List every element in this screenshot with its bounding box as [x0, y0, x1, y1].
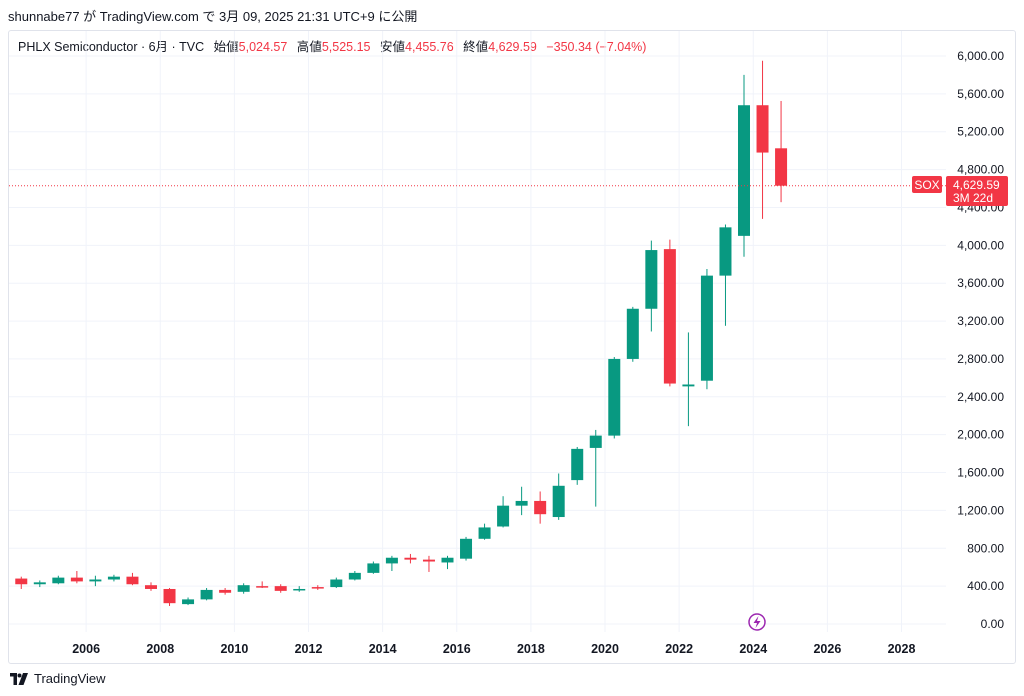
candle-body[interactable] [775, 148, 788, 186]
price-tag [946, 176, 1008, 206]
tradingview-logo-icon [10, 672, 28, 685]
chart-frame [8, 30, 1016, 664]
candle-body[interactable] [385, 557, 398, 564]
candle-body[interactable] [348, 572, 361, 580]
symbol-tag-text: SOX [914, 178, 939, 192]
candle-body[interactable] [256, 586, 269, 588]
grid-lines [9, 31, 946, 632]
candle-body[interactable] [663, 249, 676, 384]
y-tick-label: 2,000.00 [957, 428, 1004, 442]
candle-body[interactable] [163, 588, 176, 604]
candle-body[interactable] [515, 500, 528, 506]
x-tick-label: 2012 [295, 642, 323, 656]
brand-name: TradingView [34, 671, 106, 686]
y-tick-label: 0.00 [981, 617, 1005, 631]
x-tick-label: 2024 [739, 642, 767, 656]
candle-body[interactable] [552, 485, 565, 518]
candle-body[interactable] [460, 538, 473, 559]
symbol-title[interactable]: PHLX Semiconductor · 6月 · TVC [18, 40, 205, 54]
candle-body[interactable] [719, 227, 732, 276]
x-tick-label: 2020 [591, 642, 619, 656]
y-tick-label: 5,600.00 [957, 87, 1004, 101]
open-label: 始値 [213, 40, 239, 54]
y-tick-label: 800.00 [967, 541, 1004, 555]
candle-body[interactable] [589, 435, 602, 448]
x-tick-label: 2026 [813, 642, 841, 656]
x-tick-label: 2016 [443, 642, 471, 656]
y-tick-label: 2,400.00 [957, 390, 1004, 404]
x-tick-label: 2014 [369, 642, 397, 656]
candle-body[interactable] [608, 358, 621, 436]
candle-body[interactable] [534, 500, 547, 515]
candle-body[interactable] [756, 105, 769, 153]
candle-body[interactable] [311, 587, 324, 589]
y-tick-label: 1,200.00 [957, 503, 1004, 517]
symbol-tag [912, 176, 942, 193]
x-tick-label: 2022 [665, 642, 693, 656]
candle-body[interactable] [70, 577, 83, 582]
candle-body[interactable] [107, 576, 120, 580]
high-label: 高値 [296, 40, 322, 54]
y-tick-label: 6,000.00 [957, 49, 1004, 63]
candle-series[interactable] [15, 60, 788, 607]
high-value: 5,525.15 [321, 40, 371, 54]
candle-body[interactable] [219, 589, 232, 593]
earnings-event-icon[interactable] [748, 613, 766, 631]
low-value: 4,455.76 [405, 40, 454, 54]
candle-body[interactable] [274, 586, 287, 591]
y-tick-label: 4,800.00 [957, 163, 1004, 177]
y-tick-label: 3,600.00 [957, 276, 1004, 290]
price-tag-value: 4,629.59 [953, 178, 1000, 192]
x-tick-label: 2018 [517, 642, 545, 656]
candle-body[interactable] [144, 585, 157, 589]
candle-body[interactable] [200, 589, 213, 600]
publish-attribution: shunnabe77 が TradingView.com で 3月 09, 20… [8, 9, 418, 24]
x-tick-label: 2006 [72, 642, 100, 656]
y-tick-label: 1,600.00 [957, 466, 1004, 480]
candle-body[interactable] [33, 582, 46, 585]
price-axis[interactable]: 0.00 400.00 800.00 1,200.00 1,600.00 2,000.00… [957, 49, 1004, 631]
candle-body[interactable] [293, 588, 306, 591]
open-value: 5,024.57 [238, 40, 288, 54]
candle-body[interactable] [52, 577, 65, 584]
y-tick-label: 4,000.00 [957, 238, 1004, 252]
y-tick-label: 400.00 [967, 579, 1004, 593]
y-tick-label: 5,200.00 [957, 125, 1004, 139]
candle-body[interactable] [126, 576, 139, 585]
x-tick-label: 2010 [220, 642, 248, 656]
y-tick-label: 3,200.00 [957, 314, 1004, 328]
x-tick-label: 2028 [888, 642, 916, 656]
chart-legend: PHLX Semiconductor · 6月 · TVC 始値5,024.57… [18, 36, 646, 55]
candle-body[interactable] [700, 275, 713, 381]
candle-body[interactable] [738, 105, 751, 236]
candle-body[interactable] [15, 578, 28, 585]
candle-body[interactable] [367, 563, 380, 573]
x-tick-label: 2008 [146, 642, 174, 656]
close-label: 終値 [463, 40, 489, 54]
price-label-group: SOX 4,629.59 3M 22d [912, 176, 1008, 206]
candle-body[interactable] [645, 250, 658, 309]
low-label: 安値 [380, 40, 406, 54]
close-value: 4,629.59 [488, 40, 537, 54]
candle-body[interactable] [404, 557, 417, 560]
candle-body[interactable] [626, 308, 639, 359]
time-axis[interactable]: 2006 2008 2010 2012 2014 2016 2018 2020 2022 2024… [72, 642, 915, 656]
price-tag-countdown: 3M 22d [953, 191, 993, 205]
footer: TradingView [10, 671, 106, 686]
candle-body[interactable] [478, 527, 491, 539]
candle-body[interactable] [441, 557, 454, 563]
change-value: −350.34 (−7.04%) [546, 40, 647, 54]
candle-body[interactable] [182, 599, 195, 605]
candle-body[interactable] [682, 384, 695, 387]
candle-body[interactable] [497, 505, 510, 527]
candle-body[interactable] [89, 579, 102, 582]
candle-body[interactable] [422, 559, 435, 562]
candle-body[interactable] [237, 585, 250, 592]
candle-body[interactable] [571, 448, 584, 481]
y-tick-label: 2,800.00 [957, 352, 1004, 366]
candle-body[interactable] [330, 579, 343, 588]
